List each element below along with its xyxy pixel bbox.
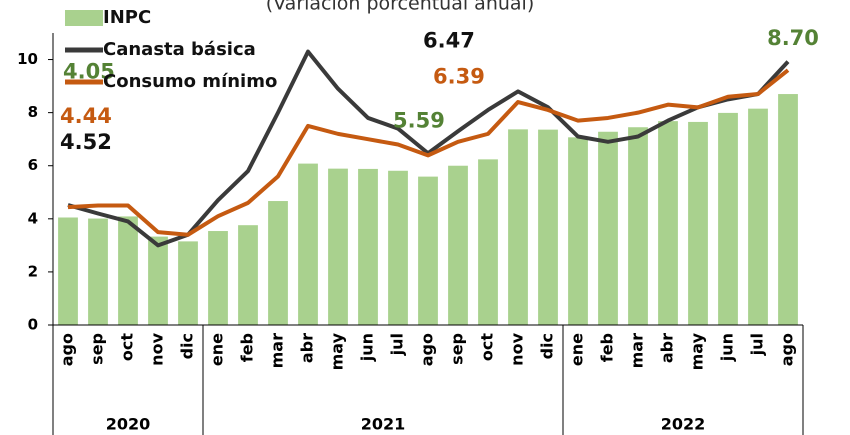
data-label: 6.39 xyxy=(433,64,485,88)
bar xyxy=(298,163,318,325)
bar xyxy=(148,236,168,325)
legend-label: Consumo mínimo xyxy=(103,71,277,92)
x-tick-label: nov xyxy=(148,332,167,365)
bar xyxy=(178,241,198,325)
bar xyxy=(538,129,558,325)
x-tick-label: feb xyxy=(238,333,257,362)
bar xyxy=(688,121,708,325)
x-tick-label: sep xyxy=(448,333,467,365)
chart-subtitle: (Variación porcentual anual) xyxy=(266,0,535,15)
bar xyxy=(448,165,468,325)
group-label: 2021 xyxy=(361,415,406,434)
bar xyxy=(748,108,768,326)
x-tick-label: jun xyxy=(718,333,737,362)
x-tick-label: ago xyxy=(778,333,797,366)
group-label: 2022 xyxy=(661,415,706,434)
bar xyxy=(568,137,588,325)
x-tick-label: abr xyxy=(298,333,317,363)
x-tick-label: ago xyxy=(418,333,437,366)
x-tick-label: feb xyxy=(598,333,617,362)
x-tick-label: jun xyxy=(358,333,377,362)
x-tick-label: may xyxy=(688,332,707,370)
x-tick-label: jul xyxy=(388,333,407,356)
legend-label: INPC xyxy=(103,7,151,28)
x-tick-label: abr xyxy=(658,333,677,363)
line xyxy=(67,68,790,237)
y-tick-label: 4 xyxy=(28,209,38,227)
data-label: 6.47 xyxy=(423,28,475,52)
bar xyxy=(388,170,408,325)
legend-label: Canasta básica xyxy=(103,39,256,60)
y-tick-label: 2 xyxy=(28,262,38,280)
x-tick-label: nov xyxy=(508,332,527,365)
x-tick-label: jul xyxy=(748,333,767,356)
data-label: 5.59 xyxy=(393,109,445,133)
x-tick-label: oct xyxy=(478,333,497,361)
bar xyxy=(478,159,498,325)
x-tick-label: dic xyxy=(178,333,197,359)
x-tick-label: mar xyxy=(268,333,287,368)
bar xyxy=(508,129,528,325)
y-tick-label: 10 xyxy=(17,50,38,68)
bar xyxy=(238,225,258,325)
x-tick-label: may xyxy=(328,332,347,370)
bar xyxy=(778,94,798,326)
x-tick-label: ago xyxy=(58,333,77,366)
bar xyxy=(328,168,348,325)
x-tick-label: ene xyxy=(208,333,227,366)
y-tick-label: 6 xyxy=(28,156,38,174)
y-tick-label: 8 xyxy=(28,103,38,121)
bar xyxy=(628,127,648,326)
group-label: 2020 xyxy=(106,415,151,434)
bar xyxy=(268,201,288,325)
bar xyxy=(58,217,78,325)
bar xyxy=(718,112,738,325)
bar xyxy=(208,231,228,325)
y-tick-label: 0 xyxy=(28,316,38,334)
bar xyxy=(418,176,438,325)
x-tick-label: oct xyxy=(118,333,137,361)
x-tick-label: dic xyxy=(538,333,557,359)
bar xyxy=(118,216,138,325)
data-label: 8.70 xyxy=(767,26,819,50)
bar xyxy=(88,218,108,325)
data-label: 4.52 xyxy=(60,130,112,154)
x-tick-label: mar xyxy=(628,333,647,368)
x-tick-label: ene xyxy=(568,333,587,366)
data-label: 4.05 xyxy=(63,59,115,83)
data-label: 4.44 xyxy=(60,104,112,128)
bar xyxy=(358,168,378,325)
bar xyxy=(658,121,678,325)
bar xyxy=(598,131,618,325)
legend-swatch xyxy=(65,10,103,26)
x-tick-label: sep xyxy=(88,333,107,365)
